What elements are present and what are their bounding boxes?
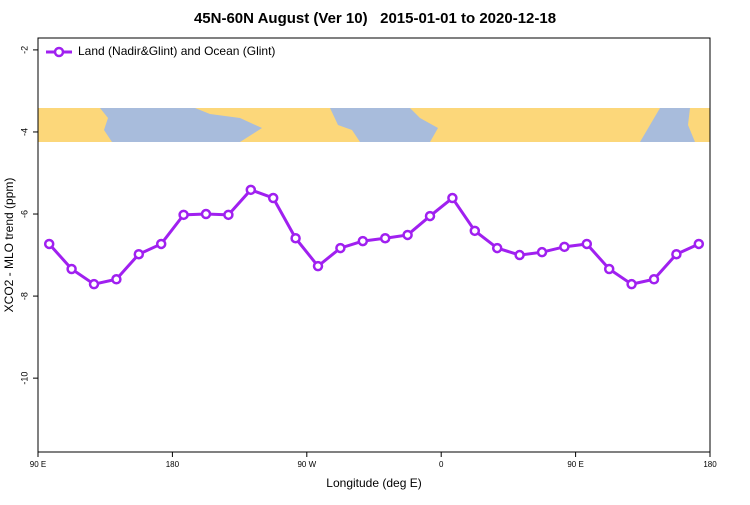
point (514, 249, 525, 261)
legend-label: Land (Nadir&Glint) and Ocean (Glint) (78, 44, 275, 58)
point (379, 232, 391, 244)
point (402, 229, 413, 241)
point (66, 263, 77, 275)
point (424, 210, 436, 222)
point (335, 242, 346, 254)
point (693, 238, 705, 250)
y-axis-label: XCO2 - MLO trend (ppm) (2, 178, 16, 313)
land (410, 108, 660, 142)
x-tick-label: 90 E (30, 460, 46, 469)
land (195, 108, 360, 142)
point (133, 248, 145, 260)
point (111, 274, 122, 285)
point (245, 184, 257, 196)
x-axis-label: Longitude (deg E) (326, 476, 421, 490)
point (447, 192, 458, 204)
land (688, 108, 710, 142)
point (603, 263, 615, 275)
land (38, 108, 112, 142)
point (200, 208, 212, 220)
y-tick-label: -10 (19, 372, 29, 385)
point (155, 238, 167, 250)
x-tick-label: 180 (166, 460, 180, 469)
y-tick-label: -2 (19, 46, 29, 54)
x-tick-label: 0 (439, 460, 444, 469)
point (267, 192, 279, 204)
point (290, 232, 301, 244)
point (671, 248, 682, 260)
map-band (38, 108, 710, 142)
series-line (48, 188, 700, 286)
plot-frame (37, 37, 711, 453)
point (648, 274, 660, 285)
chart-title: 45N-60N August (Ver 10) 2015-01-01 to 20… (194, 10, 556, 27)
point (312, 260, 324, 272)
x-tick-label: 90 W (297, 460, 316, 469)
point (469, 225, 481, 237)
y-tick-label: -8 (19, 292, 29, 300)
point (491, 242, 503, 254)
point (357, 235, 369, 247)
y-tick-label: -6 (19, 210, 29, 218)
point (559, 241, 570, 253)
point (223, 209, 234, 221)
legend-marker (53, 46, 65, 58)
point (626, 278, 637, 290)
x-tick-label: 90 E (567, 460, 583, 469)
point (536, 246, 548, 258)
y-tick-label: -4 (19, 128, 29, 136)
point (178, 209, 189, 221)
point (581, 238, 593, 250)
point (88, 278, 100, 290)
x-tick-label: 180 (703, 460, 717, 469)
point (43, 238, 55, 250)
